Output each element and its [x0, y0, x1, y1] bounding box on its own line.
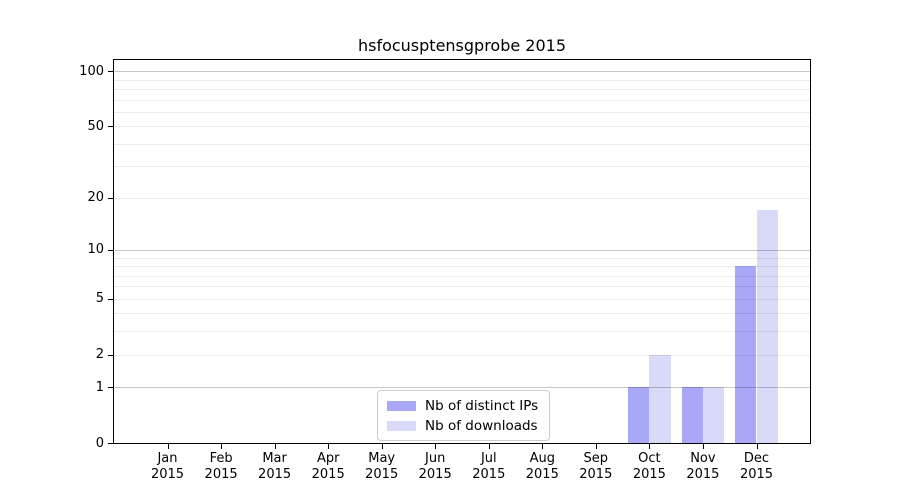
x-tick-label-jun-2015: Jun 2015 — [418, 451, 452, 482]
y-tick-label-50: 50 — [87, 118, 104, 134]
x-tick-label-jan-2015: Jan 2015 — [150, 451, 185, 482]
gridline-minor-y9 — [114, 257, 810, 259]
bar-nb-of-distinct-ips-oct-2015 — [628, 387, 650, 443]
gridline-minor-y2 — [114, 354, 810, 356]
x-tick-mark-oct-2015 — [649, 444, 651, 449]
y-tick-mark-1 — [108, 387, 113, 389]
y-tick-mark-20 — [108, 197, 113, 199]
x-tick-label-jul-2015: Jul 2015 — [472, 451, 506, 482]
y-tick-label-1: 1 — [95, 379, 104, 395]
gridline-minor-y8 — [114, 266, 810, 267]
gridline-minor-y5 — [114, 298, 810, 300]
x-tick-mark-aug-2015 — [542, 444, 544, 449]
x-tick-mark-jun-2015 — [435, 444, 437, 449]
y-tick-label-10: 10 — [87, 242, 104, 258]
gridline-minor-y40 — [114, 143, 810, 145]
bar-nb-of-downloads-oct-2015 — [649, 354, 671, 443]
x-tick-label-dec-2015: Dec 2015 — [739, 451, 774, 482]
x-tick-label-feb-2015: Feb 2015 — [204, 451, 238, 482]
y-tick-label-2: 2 — [95, 347, 104, 362]
gridline-minor-y80 — [114, 88, 810, 90]
x-tick-label-oct-2015: Oct 2015 — [632, 451, 666, 482]
bar-nb-of-distinct-ips-dec-2015 — [735, 266, 757, 443]
x-tick-mark-mar-2015 — [274, 444, 276, 449]
bars-layer — [114, 60, 810, 443]
y-tick-mark-10 — [108, 249, 113, 251]
gridline-minor-y20 — [114, 197, 810, 199]
x-tick-mark-dec-2015 — [756, 444, 758, 449]
x-tick-label-nov-2015: Nov 2015 — [686, 451, 720, 482]
gridline-minor-y90 — [114, 79, 810, 81]
gridline-minor-y50 — [114, 126, 810, 128]
y-tick-mark-0 — [108, 443, 113, 444]
gridline-minor-y7 — [114, 275, 810, 277]
y-tick-mark-2 — [108, 354, 113, 356]
bar-nb-of-distinct-ips-nov-2015 — [681, 387, 703, 443]
y-tick-label-100: 100 — [79, 63, 104, 79]
x-tick-mark-sep-2015 — [595, 444, 597, 449]
x-tick-mark-nov-2015 — [702, 444, 704, 449]
x-tick-mark-jul-2015 — [488, 444, 490, 449]
legend-item-downloads: Nb of downloads — [387, 417, 538, 434]
legend: Nb of distinct IPs Nb of downloads — [377, 390, 551, 441]
gridline-major-y100 — [114, 71, 810, 73]
gridline-major-y10 — [114, 249, 810, 251]
x-tick-label-aug-2015: Aug 2015 — [525, 451, 559, 482]
gridline-major-y1 — [114, 387, 810, 389]
legend-label-downloads: Nb of downloads — [425, 417, 538, 434]
x-tick-label-apr-2015: Apr 2015 — [311, 451, 345, 482]
bar-nb-of-downloads-nov-2015 — [702, 387, 725, 443]
gridline-minor-y6 — [114, 286, 810, 288]
y-tick-label-20: 20 — [87, 190, 104, 206]
legend-item-distinct-ips: Nb of distinct IPs — [387, 397, 538, 414]
plot-area: Nb of distinct IPs Nb of downloads — [113, 59, 811, 444]
gridline-minor-y70 — [114, 99, 810, 101]
legend-swatch-downloads — [387, 420, 416, 431]
y-tick-label-5: 5 — [95, 291, 104, 307]
x-tick-mark-may-2015 — [381, 444, 383, 449]
y-tick-mark-100 — [108, 71, 113, 73]
y-tick-mark-5 — [108, 298, 113, 300]
grid-layer — [114, 60, 810, 443]
x-tick-label-mar-2015: Mar 2015 — [258, 451, 292, 482]
x-tick-mark-feb-2015 — [221, 444, 223, 449]
gridline-minor-y60 — [114, 111, 810, 113]
x-tick-label-may-2015: May 2015 — [365, 451, 399, 482]
gridline-minor-y4 — [114, 313, 810, 315]
gridline-minor-y3 — [114, 331, 810, 333]
legend-swatch-distinct-ips — [387, 400, 416, 411]
legend-label-distinct-ips: Nb of distinct IPs — [425, 397, 539, 414]
x-tick-mark-apr-2015 — [328, 444, 330, 449]
y-tick-mark-50 — [108, 126, 113, 128]
bar-nb-of-downloads-dec-2015 — [756, 210, 778, 443]
y-tick-label-0: 0 — [95, 435, 104, 451]
x-tick-mark-jan-2015 — [167, 444, 169, 449]
gridline-minor-y30 — [114, 166, 810, 168]
x-tick-label-sep-2015: Sep 2015 — [579, 451, 613, 482]
chart-title: hsfocusptensgprobe 2015 — [357, 36, 567, 55]
